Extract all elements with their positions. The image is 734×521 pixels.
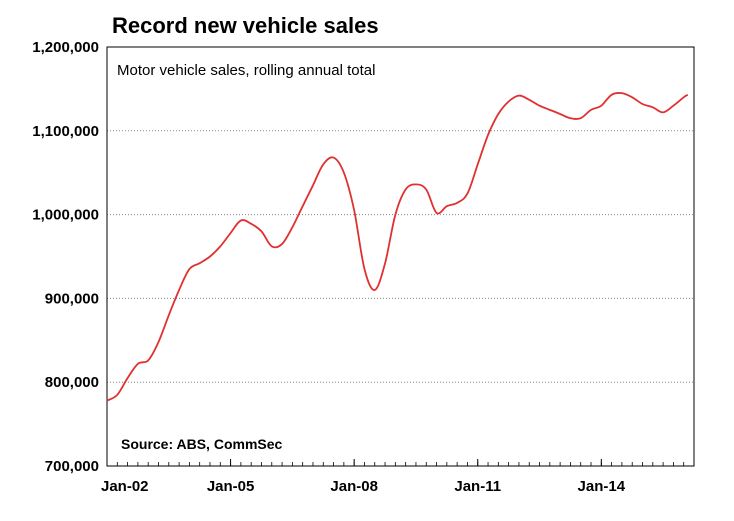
chart-title: Record new vehicle sales — [112, 13, 379, 38]
x-tick-label: Jan-05 — [207, 478, 255, 495]
plot-area — [106, 46, 695, 467]
x-tick-label: Jan-14 — [578, 478, 626, 495]
source-note: Source: ABS, CommSec — [121, 436, 283, 452]
y-axis: 700,000 800,000 900,000 1,000,000 1,100,000 1… — [32, 39, 99, 475]
chart-subtitle: Motor vehicle sales, rolling annual tota… — [117, 62, 375, 79]
y-tick-label: 800,000 — [45, 374, 99, 391]
y-tick-label: 1,100,000 — [32, 123, 99, 140]
y-tick-label: 700,000 — [45, 458, 99, 475]
y-tick-label: 1,000,000 — [32, 207, 99, 224]
y-tick-label: 1,200,000 — [32, 39, 99, 56]
series-line — [106, 92, 689, 402]
x-tick-label: Jan-02 — [101, 478, 149, 495]
x-tick-label: Jan-11 — [454, 478, 501, 495]
gridlines — [107, 130, 694, 383]
y-tick-label: 900,000 — [45, 290, 99, 307]
x-axis: Jan-02 Jan-05 Jan-08 Jan-11 Jan-14 — [101, 459, 695, 495]
x-tick-label: Jan-08 — [330, 478, 378, 495]
